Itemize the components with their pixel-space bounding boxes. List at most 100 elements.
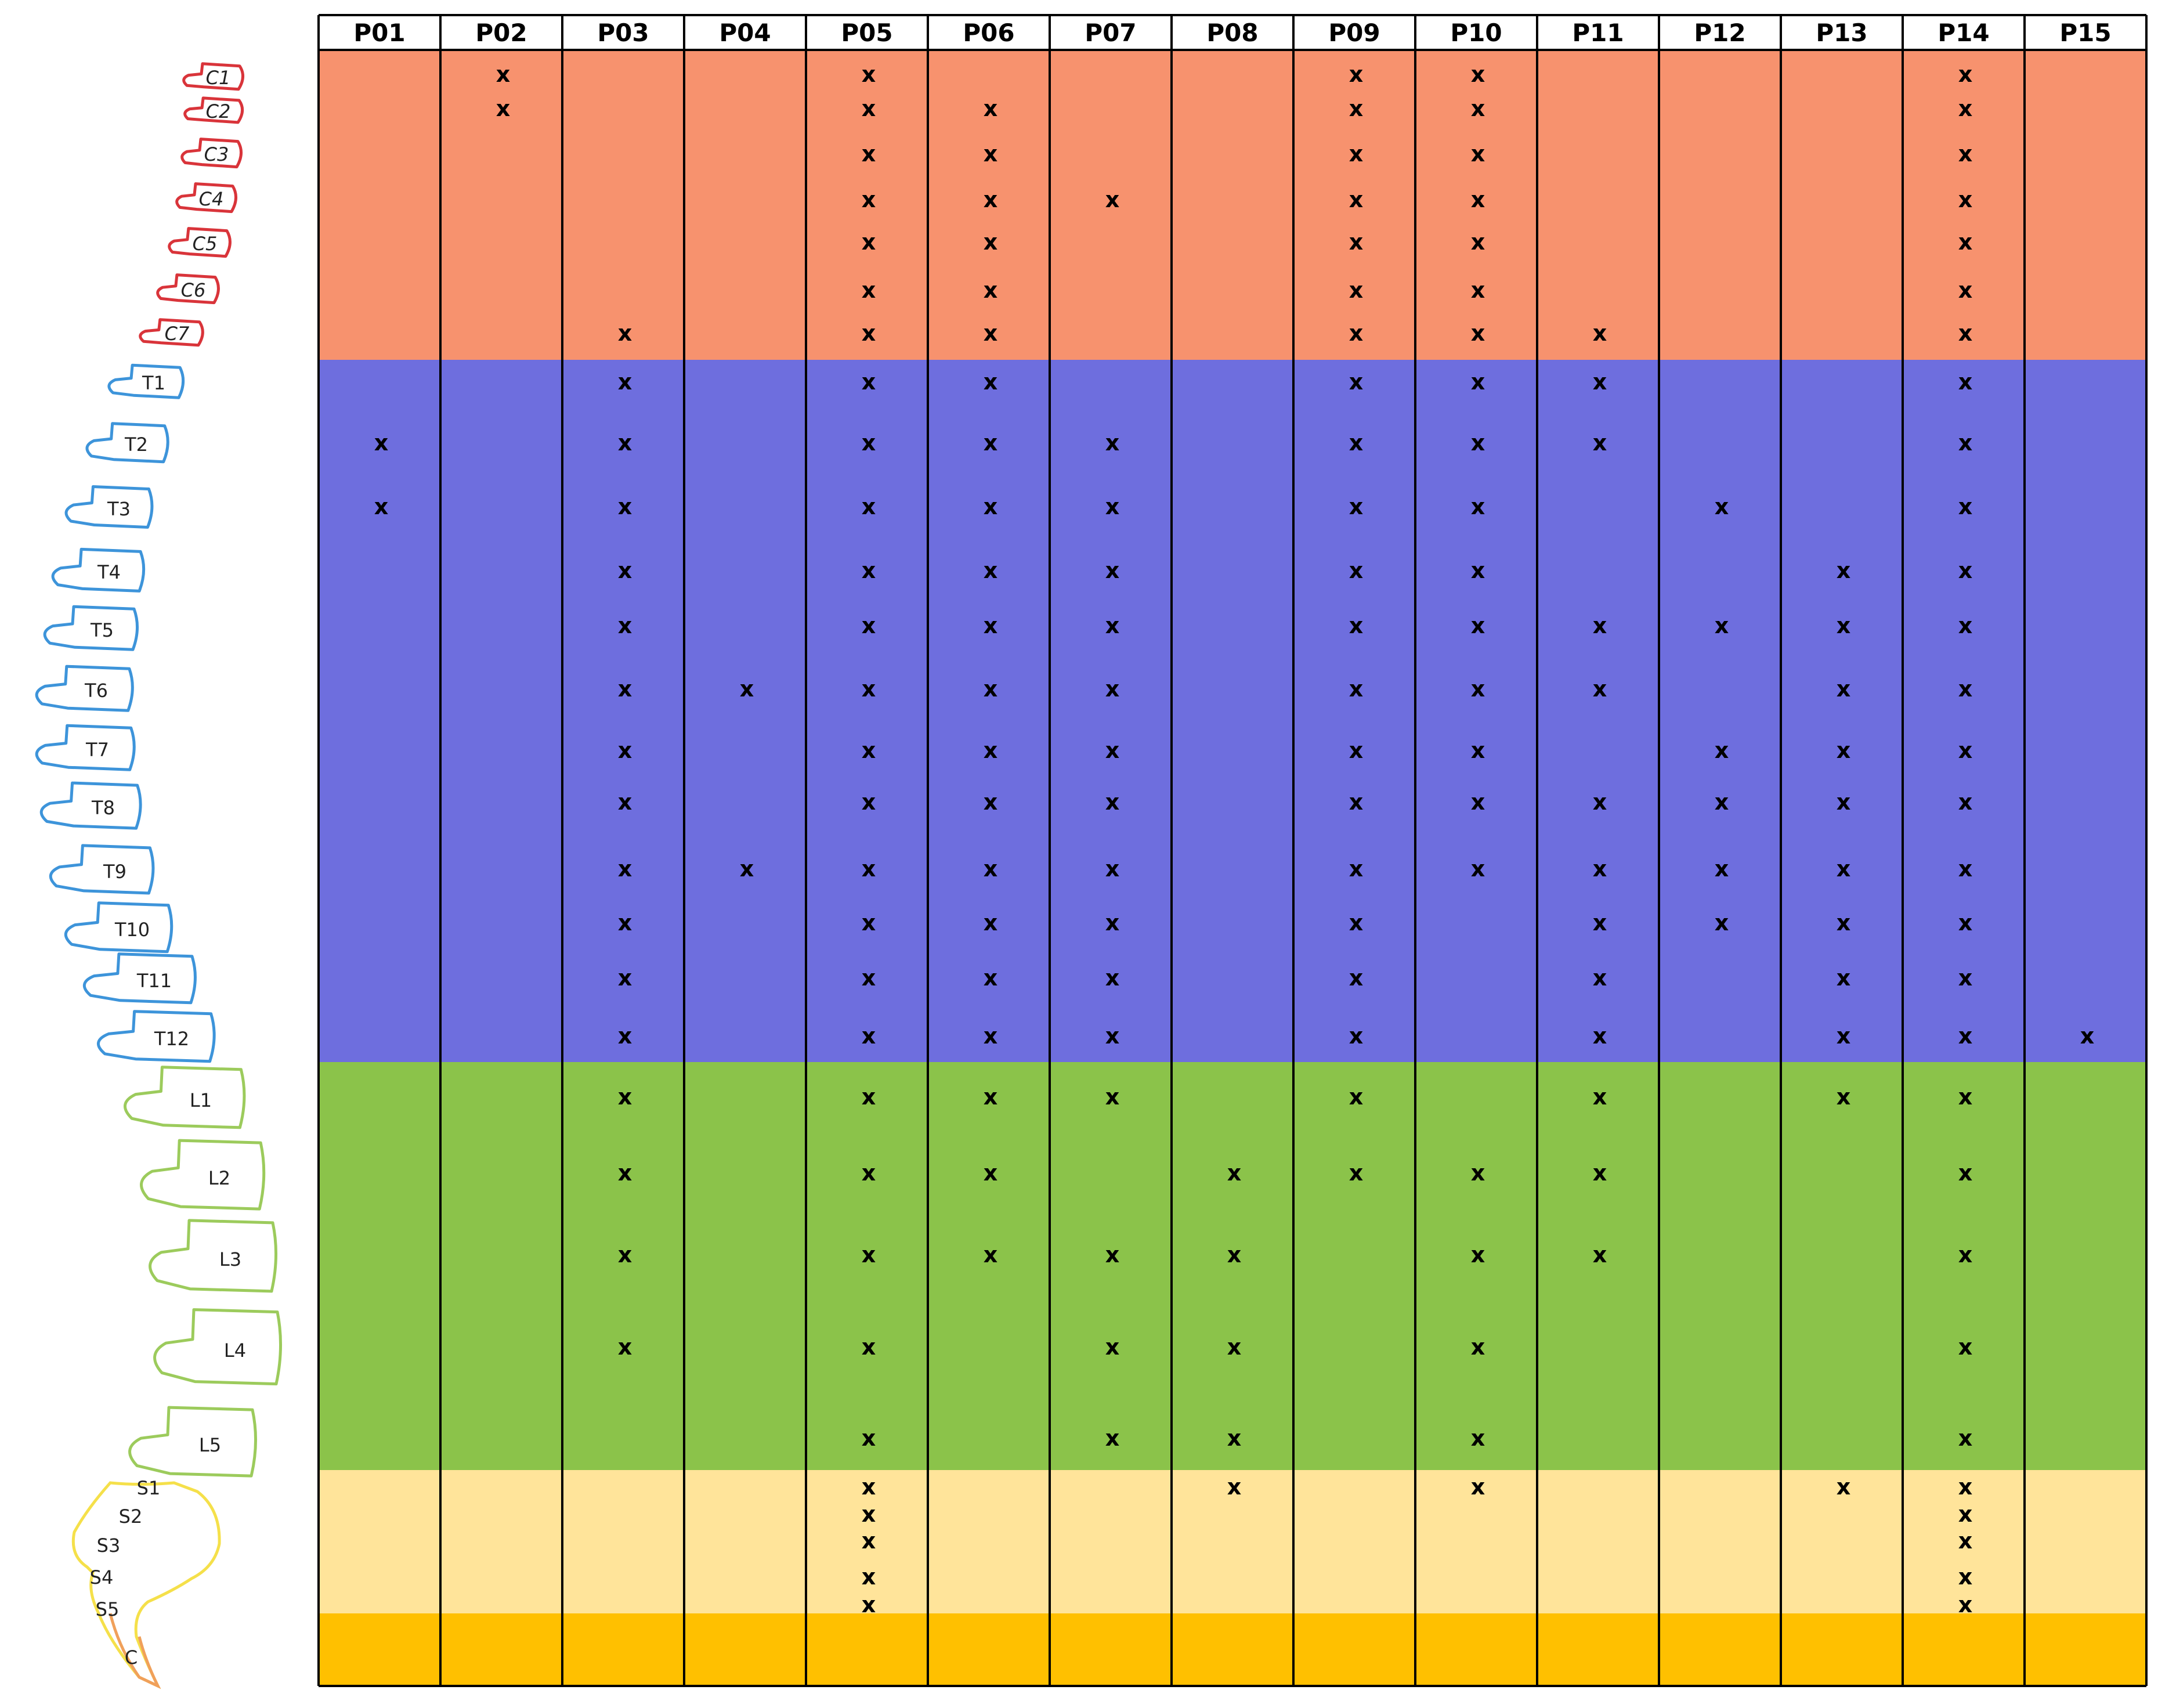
vertebra-label-s5: S5 bbox=[96, 1598, 120, 1620]
mark-c4-p06: x bbox=[984, 187, 998, 212]
column-header-p02: P02 bbox=[475, 19, 527, 47]
mark-l2-p03: x bbox=[618, 1160, 632, 1186]
mark-t10-p06: x bbox=[984, 910, 998, 936]
mark-c5-p05: x bbox=[862, 229, 876, 255]
vertebra-c5-outline bbox=[168, 227, 232, 258]
mark-s1-p08: x bbox=[1227, 1474, 1242, 1500]
mark-t3-p14: x bbox=[1958, 494, 1973, 519]
vertebra-label-s4: S4 bbox=[90, 1566, 114, 1588]
mark-c2-p02: x bbox=[496, 96, 511, 121]
mark-t3-p05: x bbox=[862, 494, 876, 519]
mark-c2-p14: x bbox=[1958, 96, 1973, 121]
vertebra-label-t8: T8 bbox=[91, 797, 115, 819]
mark-t3-p10: x bbox=[1471, 494, 1485, 519]
mark-t7-p06: x bbox=[984, 738, 998, 763]
mark-c2-p05: x bbox=[862, 96, 876, 121]
mark-t11-p11: x bbox=[1593, 965, 1607, 991]
column-header-p08: P08 bbox=[1206, 19, 1258, 47]
mark-t2-p03: x bbox=[618, 430, 632, 456]
spine-illustration: C1 C2 C3 C4 C5 C6 C7 T1 T2 T3 T4 T5 T6 T7 T8 T9 T10 T11 T1… bbox=[35, 62, 282, 1689]
mark-t4-p06: x bbox=[984, 558, 998, 583]
mark-t6-p07: x bbox=[1105, 676, 1120, 702]
mark-t8-p05: x bbox=[862, 789, 876, 815]
mark-t10-p14: x bbox=[1958, 910, 1973, 936]
mark-c6-p10: x bbox=[1471, 277, 1485, 303]
vertebra-label-s2: S2 bbox=[119, 1505, 143, 1528]
vertebra-t11-outline bbox=[83, 952, 197, 1005]
mark-t2-p06: x bbox=[984, 430, 998, 456]
mark-l3-p10: x bbox=[1471, 1242, 1485, 1268]
mark-c3-p06: x bbox=[984, 141, 998, 167]
mark-t12-p14: x bbox=[1958, 1023, 1973, 1049]
mark-l5-p08: x bbox=[1227, 1425, 1242, 1451]
region-bands bbox=[319, 50, 2146, 1686]
mark-l2-p10: x bbox=[1471, 1160, 1485, 1186]
mark-s3-p05: x bbox=[862, 1528, 876, 1554]
mark-t9-p09: x bbox=[1349, 856, 1364, 882]
mark-c1-p14: x bbox=[1958, 62, 1973, 87]
mark-l3-p08: x bbox=[1227, 1242, 1242, 1268]
mark-l3-p03: x bbox=[618, 1242, 632, 1268]
mark-l3-p05: x bbox=[862, 1242, 876, 1268]
vertebra-t1-outline bbox=[107, 363, 185, 399]
vertebra-l5-outline bbox=[128, 1406, 258, 1478]
mark-c5-p06: x bbox=[984, 229, 998, 255]
mark-l4-p07: x bbox=[1105, 1334, 1120, 1360]
mark-l1-p06: x bbox=[984, 1084, 998, 1110]
mark-t12-p11: x bbox=[1593, 1023, 1607, 1049]
mark-t6-p11: x bbox=[1593, 676, 1607, 702]
mark-t6-p09: x bbox=[1349, 676, 1364, 702]
mark-t8-p07: x bbox=[1105, 789, 1120, 815]
column-header-p04: P04 bbox=[719, 19, 771, 47]
mark-t4-p14: x bbox=[1958, 558, 1973, 583]
mark-t9-p11: x bbox=[1593, 856, 1607, 882]
mark-t12-p07: x bbox=[1105, 1023, 1120, 1049]
mark-t2-p05: x bbox=[862, 430, 876, 456]
mark-t3-p07: x bbox=[1105, 494, 1120, 519]
mark-c5-p14: x bbox=[1958, 229, 1973, 255]
mark-t9-p05: x bbox=[862, 856, 876, 882]
mark-t4-p10: x bbox=[1471, 558, 1485, 583]
mark-t6-p13: x bbox=[1837, 676, 1851, 702]
vertebra-label-t10: T10 bbox=[114, 919, 150, 941]
mark-c4-p05: x bbox=[862, 187, 876, 212]
mark-t6-p03: x bbox=[618, 676, 632, 702]
mark-t4-p03: x bbox=[618, 558, 632, 583]
vertebra-label-c5: C5 bbox=[193, 233, 218, 255]
mark-t5-p05: x bbox=[862, 613, 876, 638]
vertebra-t10-outline bbox=[64, 901, 173, 954]
mark-t12-p09: x bbox=[1349, 1023, 1364, 1049]
mark-t8-p10: x bbox=[1471, 789, 1485, 815]
mark-c6-p09: x bbox=[1349, 277, 1364, 303]
mark-t2-p07: x bbox=[1105, 430, 1120, 456]
mark-c5-p09: x bbox=[1349, 229, 1364, 255]
mark-t4-p09: x bbox=[1349, 558, 1364, 583]
vertebra-l1-outline bbox=[124, 1066, 246, 1129]
vertebra-t4-outline bbox=[51, 547, 146, 593]
mark-l1-p07: x bbox=[1105, 1084, 1120, 1110]
column-header-p14: P14 bbox=[1937, 19, 1989, 47]
mark-c4-p07: x bbox=[1105, 187, 1120, 212]
mark-t1-p03: x bbox=[618, 369, 632, 395]
column-header-p05: P05 bbox=[841, 19, 892, 47]
mark-t8-p11: x bbox=[1593, 789, 1607, 815]
mark-s5-p05: x bbox=[862, 1592, 876, 1617]
mark-c1-p10: x bbox=[1471, 62, 1485, 87]
region-band-lumbar bbox=[319, 1062, 2146, 1470]
vertebra-label-s1: S1 bbox=[137, 1477, 161, 1499]
mark-l4-p05: x bbox=[862, 1334, 876, 1360]
vertebra-label-c4: C4 bbox=[199, 188, 224, 210]
mark-c3-p05: x bbox=[862, 141, 876, 167]
mark-c6-p14: x bbox=[1958, 277, 1973, 303]
vertebra-label-l5: L5 bbox=[199, 1434, 221, 1456]
mark-t8-p13: x bbox=[1837, 789, 1851, 815]
mark-l2-p14: x bbox=[1958, 1160, 1973, 1186]
mark-c6-p05: x bbox=[862, 277, 876, 303]
mark-l5-p05: x bbox=[862, 1425, 876, 1451]
mark-t9-p03: x bbox=[618, 856, 632, 882]
mark-t6-p06: x bbox=[984, 676, 998, 702]
mark-c7-p09: x bbox=[1349, 320, 1364, 346]
mark-s1-p13: x bbox=[1837, 1474, 1851, 1500]
